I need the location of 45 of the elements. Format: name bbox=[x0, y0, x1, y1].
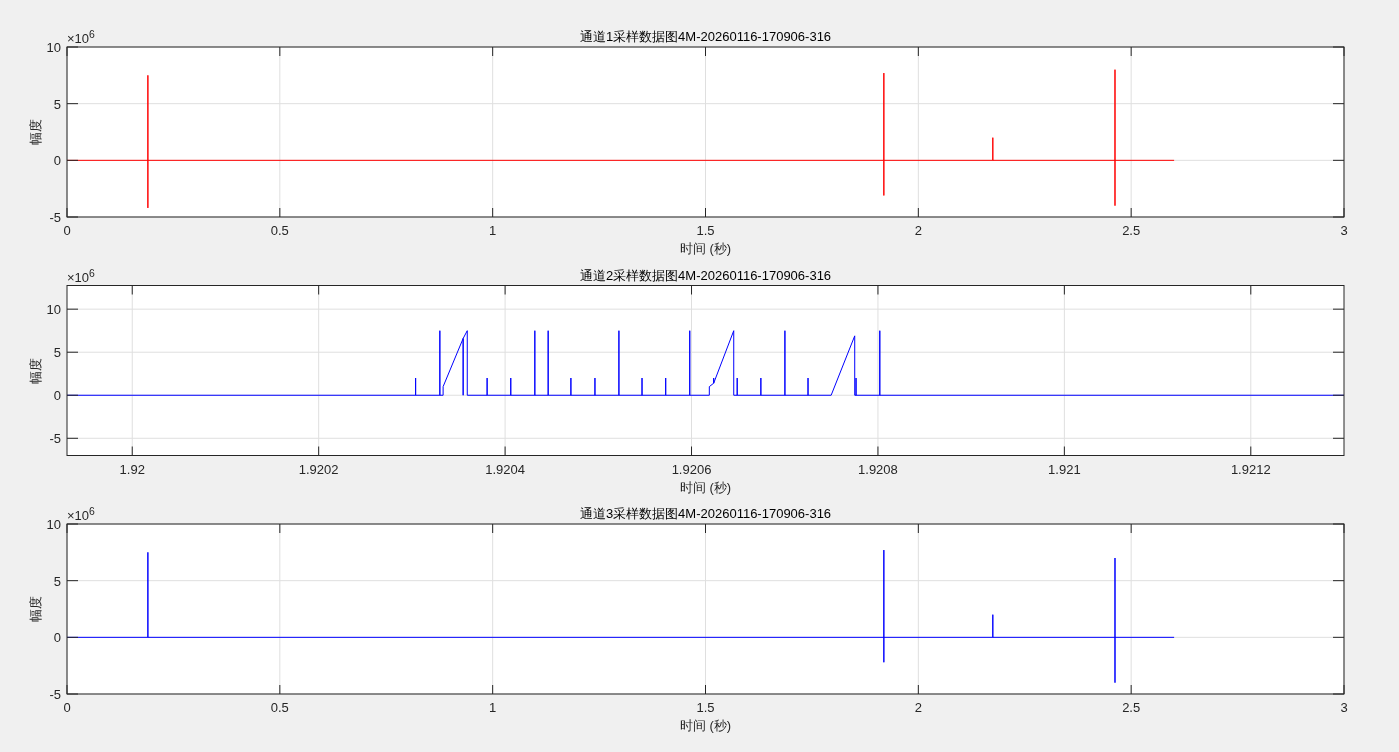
x-tick-label: 1.9208 bbox=[858, 461, 898, 477]
x-tick-label: 1.5 bbox=[696, 223, 715, 238]
chart-title: 通道1采样数据图4M-20260116-170906-316 bbox=[579, 29, 832, 44]
x-tick-label: 0.5 bbox=[270, 700, 289, 715]
x-tick-label: 3 bbox=[1340, 700, 1348, 715]
text: ×10$^{6}$ bbox=[67, 28, 96, 46]
text: ×10$^{6}$ bbox=[67, 505, 96, 523]
y-tick-label: 10 bbox=[46, 517, 61, 532]
y-tick-label: 5 bbox=[53, 345, 61, 361]
text: ×10$^{6}$ bbox=[67, 267, 96, 285]
y-tick-label: 5 bbox=[53, 96, 61, 112]
y-tick-label: 10 bbox=[46, 302, 61, 318]
x-tick-label: 3 bbox=[1340, 223, 1348, 238]
x-axis-title: 时间 (秒) bbox=[679, 718, 732, 733]
x-tick-label: 2.5 bbox=[1122, 700, 1141, 715]
x-tick-label: 2 bbox=[914, 700, 922, 715]
x-tick-label: 1.921 bbox=[1048, 461, 1081, 477]
chart-title: 通道2采样数据图4M-20260116-170906-316 bbox=[579, 267, 832, 283]
x-tick-label: 1 bbox=[489, 223, 497, 238]
y-tick-label: -5 bbox=[49, 431, 61, 447]
x-tick-label: 0 bbox=[63, 223, 71, 238]
y-tick-label: -5 bbox=[49, 210, 61, 225]
x-tick-label: 1.9204 bbox=[485, 461, 525, 477]
x-tick-label: 1 bbox=[489, 700, 497, 715]
x-tick-label: 0 bbox=[63, 700, 71, 715]
x-axis-title: 时间 (秒) bbox=[679, 479, 732, 495]
x-tick-label: 2.5 bbox=[1122, 223, 1141, 238]
y-axis-title: 幅度 bbox=[28, 596, 43, 622]
x-tick-label: 0.5 bbox=[270, 223, 289, 238]
x-tick-label: 1.9202 bbox=[298, 461, 339, 477]
y-axis-title: 幅度 bbox=[28, 357, 43, 384]
y-tick-label: 0 bbox=[53, 388, 61, 404]
chart-title: 通道3采样数据图4M-20260116-170906-316 bbox=[579, 506, 832, 521]
x-tick-label: 2 bbox=[914, 223, 922, 238]
x-tick-label: 1.92 bbox=[119, 461, 145, 477]
x-tick-label: 1.9212 bbox=[1230, 461, 1271, 477]
y-tick-label: 0 bbox=[53, 630, 61, 646]
x-tick-label: 1.5 bbox=[696, 700, 715, 715]
x-tick-label: 1.9206 bbox=[671, 461, 712, 477]
y-tick-label: 10 bbox=[46, 40, 61, 55]
x-axis-title: 时间 (秒) bbox=[679, 241, 732, 256]
y-tick-label: 0 bbox=[53, 153, 61, 169]
y-tick-label: -5 bbox=[49, 687, 61, 702]
y-tick-label: 5 bbox=[53, 573, 61, 589]
y-axis-title: 幅度 bbox=[28, 119, 43, 145]
